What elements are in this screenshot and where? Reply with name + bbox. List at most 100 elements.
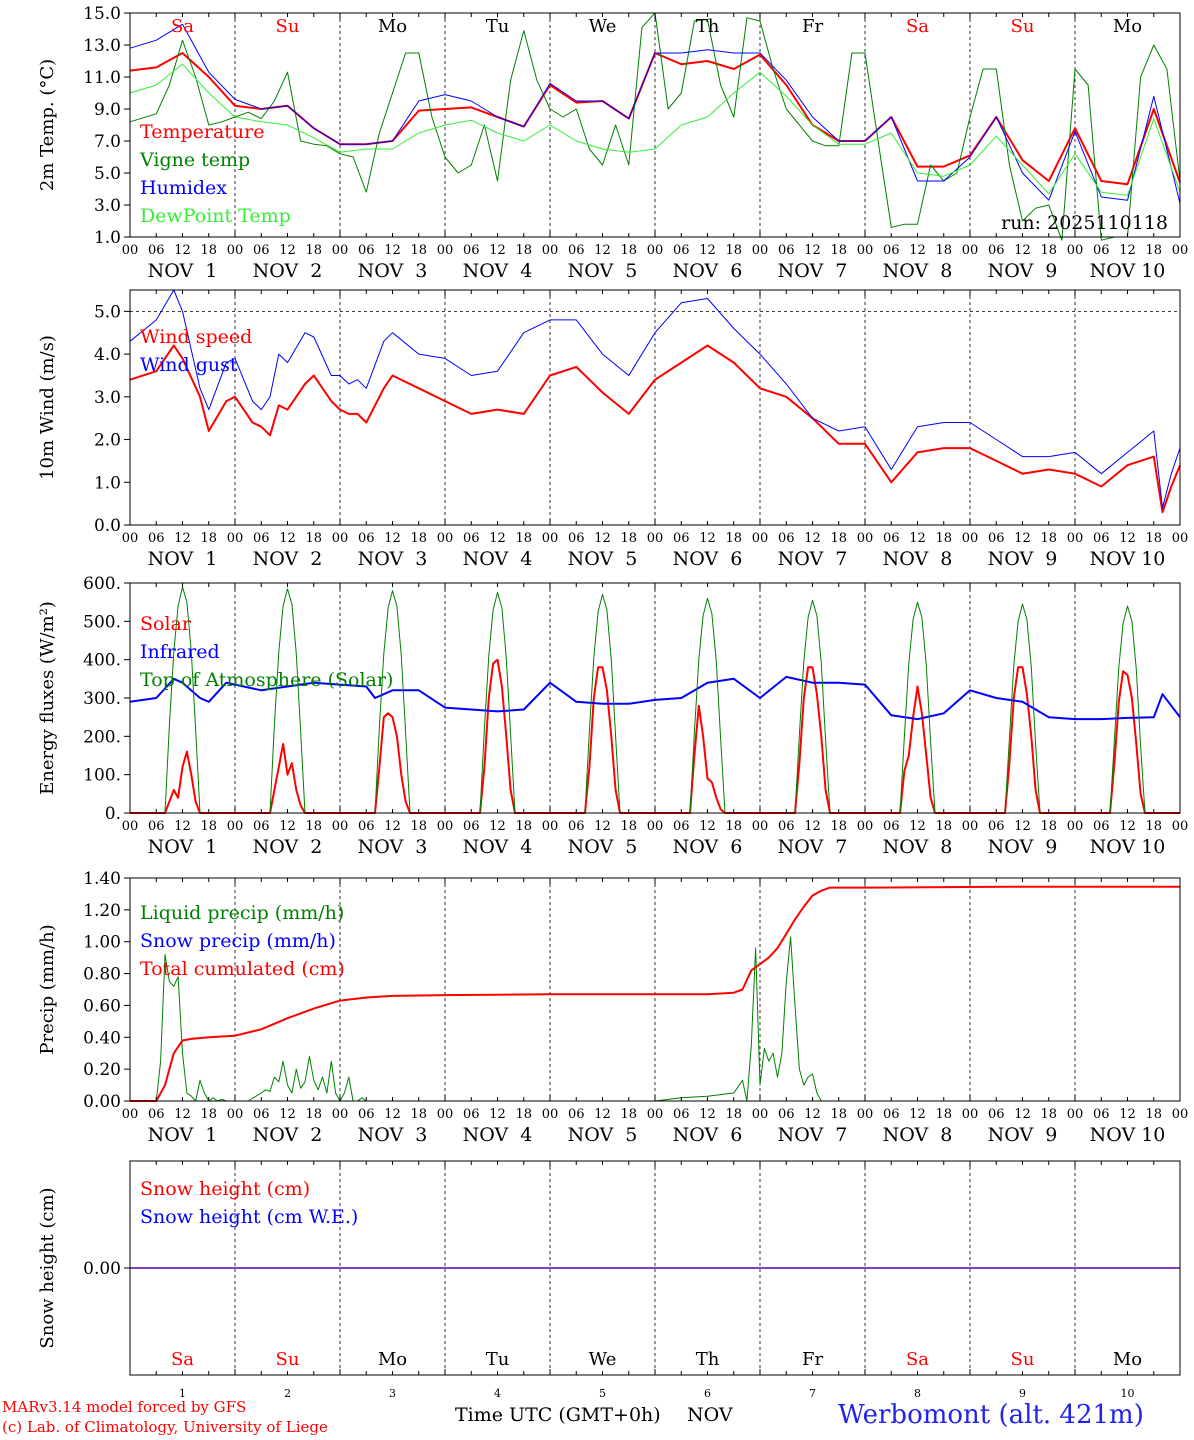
legend-entry: Snow precip (mm/h) — [140, 930, 336, 952]
series-line-2 — [130, 885, 1180, 1102]
hour-tick-label: 06 — [568, 243, 585, 258]
day-label: Sa — [906, 16, 929, 37]
date-label: NOV 6 — [673, 260, 743, 282]
y-tick-label: 0.80 — [83, 965, 121, 985]
hour-tick-label: 12 — [804, 1107, 821, 1122]
day-label: Su — [276, 16, 300, 37]
hour-tick-label: 18 — [1145, 819, 1162, 834]
hour-tick-label: 18 — [830, 819, 847, 834]
series-line-1 — [129, 675, 1181, 721]
hour-tick-label: 18 — [620, 243, 637, 258]
series-line-2 — [129, 23, 1181, 204]
day-label: Mo — [378, 16, 407, 37]
y-tick-label: 1.20 — [83, 901, 121, 921]
series-line-1 — [129, 289, 1181, 509]
hour-tick-label: 06 — [1093, 819, 1110, 834]
hour-tick-label: 06 — [1093, 243, 1110, 258]
date-label: NOV 3 — [358, 836, 428, 858]
hour-tick-label: 18 — [1040, 1107, 1057, 1122]
hour-tick-label: 18 — [1040, 531, 1057, 546]
day-label: Fr — [802, 1349, 823, 1370]
hour-tick-label: 06 — [253, 1107, 270, 1122]
hour-tick-label: 18 — [410, 243, 427, 258]
hour-tick-label: 00 — [542, 243, 559, 258]
day-number: 6 — [704, 1387, 711, 1400]
y-tick-label: 3.0 — [94, 196, 121, 216]
hour-tick-label: 06 — [778, 1107, 795, 1122]
hour-tick-label: 18 — [1145, 243, 1162, 258]
y-axis-label: 10m Wind (m/s) — [37, 335, 58, 480]
hour-tick-label: 00 — [962, 531, 979, 546]
hour-tick-label: 12 — [384, 243, 401, 258]
date-label: NOV 8 — [883, 548, 953, 570]
day-number: 10 — [1121, 1387, 1135, 1400]
hour-tick-label: 18 — [200, 1107, 217, 1122]
date-label: NOV 7 — [778, 1124, 848, 1146]
day-label: Su — [1011, 1349, 1035, 1370]
y-tick-label: 200. — [83, 727, 121, 747]
date-label: NOV 1 — [148, 836, 218, 858]
y-axis-label: Energy fluxes (W/m²) — [37, 601, 58, 795]
y-tick-label: 500. — [83, 612, 121, 632]
hour-tick-label: 12 — [1119, 531, 1136, 546]
hour-tick-label: 06 — [883, 1107, 900, 1122]
hour-tick-label: 18 — [725, 531, 742, 546]
hour-tick-label: 12 — [594, 531, 611, 546]
hour-tick-label: 00 — [1172, 531, 1189, 546]
hour-tick-label: 12 — [489, 531, 506, 546]
hour-tick-label: 18 — [725, 243, 742, 258]
hour-tick-label: 00 — [1172, 243, 1189, 258]
hour-tick-label: 18 — [1145, 531, 1162, 546]
hour-tick-label: 18 — [830, 243, 847, 258]
hour-tick-label: 06 — [883, 243, 900, 258]
day-number: 5 — [599, 1387, 606, 1400]
day-label: Su — [276, 1349, 300, 1370]
day-number: 7 — [809, 1387, 816, 1400]
hour-tick-label: 18 — [200, 819, 217, 834]
date-label: NOV 2 — [253, 260, 323, 282]
legend-entry: Temperature — [140, 121, 264, 143]
date-label: NOV 5 — [568, 1124, 638, 1146]
hour-tick-label: 18 — [410, 1107, 427, 1122]
y-tick-label: 11.0 — [83, 68, 121, 88]
date-label: NOV 6 — [673, 836, 743, 858]
hour-tick-label: 06 — [568, 819, 585, 834]
hour-tick-label: 00 — [752, 1107, 769, 1122]
y-tick-label: 4.0 — [94, 345, 121, 365]
hour-tick-label: 06 — [358, 819, 375, 834]
hour-tick-label: 12 — [804, 531, 821, 546]
hour-tick-label: 06 — [673, 243, 690, 258]
hour-tick-label: 06 — [1093, 531, 1110, 546]
y-tick-label: 1.40 — [83, 869, 121, 889]
y-tick-label: 9.0 — [94, 100, 121, 120]
y-tick-label: 3.0 — [94, 388, 121, 408]
hour-tick-label: 12 — [279, 243, 296, 258]
hour-tick-label: 00 — [437, 531, 454, 546]
legend-entry: Liquid precip (mm/h) — [140, 902, 344, 924]
hour-tick-label: 06 — [988, 243, 1005, 258]
hour-tick-label: 00 — [437, 1107, 454, 1122]
y-tick-label: 1.0 — [94, 228, 121, 248]
hour-tick-label: 00 — [227, 819, 244, 834]
hour-tick-label: 18 — [935, 531, 952, 546]
hour-tick-label: 18 — [410, 819, 427, 834]
legend-entry: Wind gust — [140, 354, 238, 376]
hour-tick-label: 12 — [909, 1107, 926, 1122]
hour-tick-label: 18 — [830, 1107, 847, 1122]
date-label: NOV 4 — [463, 836, 533, 858]
hour-tick-label: 18 — [620, 819, 637, 834]
date-label: NOV 4 — [463, 548, 533, 570]
hour-tick-label: 00 — [332, 243, 349, 258]
hour-tick-label: 06 — [673, 531, 690, 546]
hour-tick-label: 18 — [515, 243, 532, 258]
y-tick-label: 100. — [83, 766, 121, 786]
date-label: NOV 3 — [358, 548, 428, 570]
hour-tick-label: 06 — [463, 243, 480, 258]
hour-tick-label: 06 — [358, 531, 375, 546]
hour-tick-label: 12 — [489, 819, 506, 834]
series-line-1 — [129, 12, 1181, 241]
series-line-0 — [130, 936, 1180, 1102]
hour-tick-label: 00 — [1067, 243, 1084, 258]
hour-tick-label: 12 — [594, 819, 611, 834]
y-tick-label: 0.00 — [83, 1092, 121, 1112]
